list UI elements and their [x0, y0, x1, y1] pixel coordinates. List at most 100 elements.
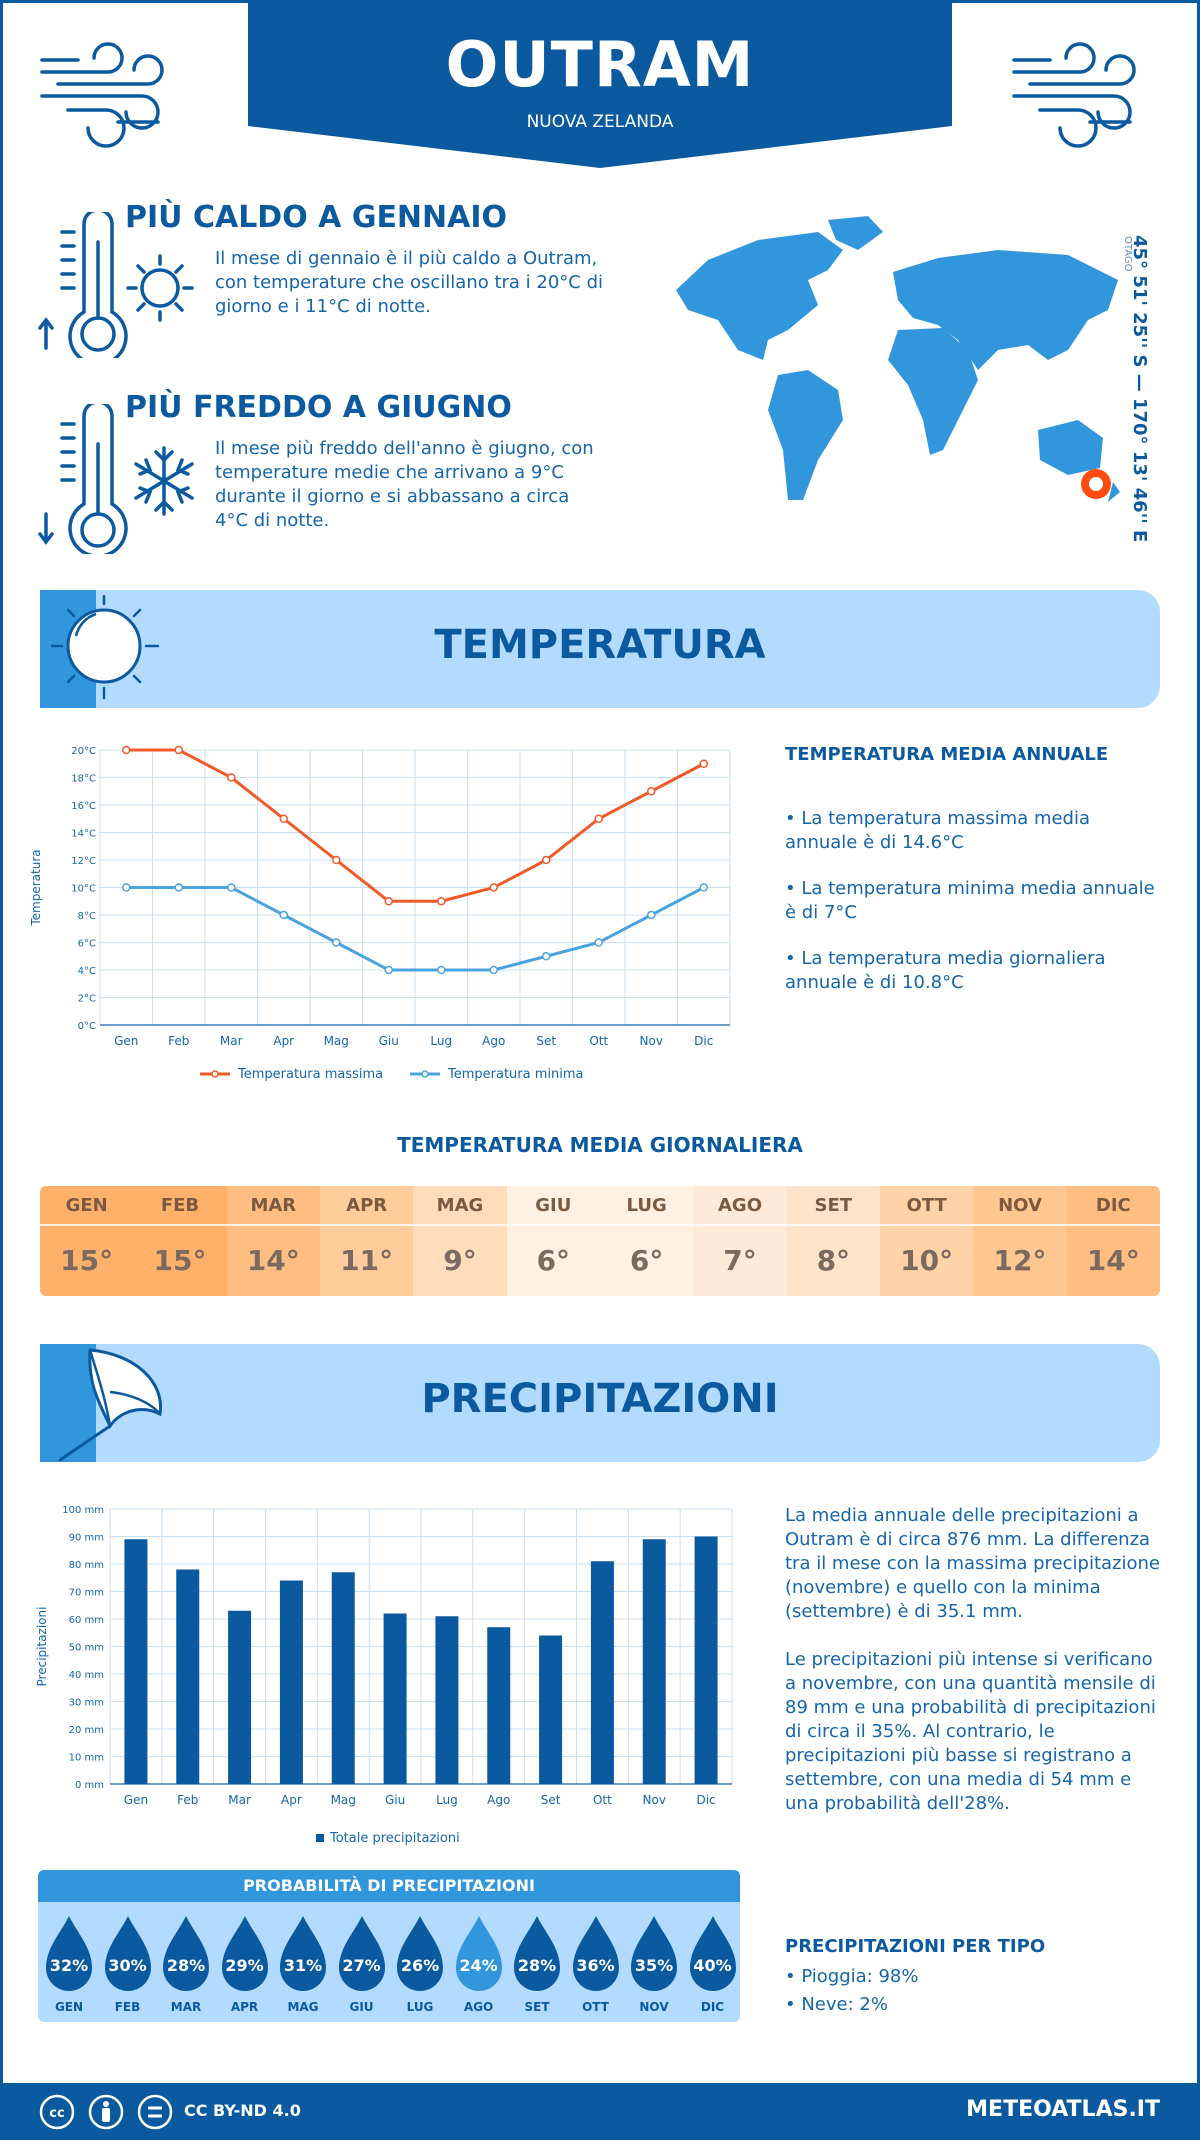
x-tick-label: Set — [536, 1034, 556, 1048]
coldest-fact: PIÙ FREDDO A GIUGNO Il mese più freddo d… — [125, 390, 605, 533]
daily-temp-value: 15° — [60, 1244, 114, 1277]
y-tick-label: 0 mm — [75, 1780, 104, 1791]
daily-temp-month: MAG — [413, 1186, 507, 1226]
probability-drop: 32% GEN — [42, 1914, 96, 2014]
raindrop-icon — [689, 1916, 736, 1991]
hottest-title: PIÙ CALDO A GENNAIO — [125, 200, 508, 235]
daily-temp-value: 14° — [1086, 1244, 1140, 1277]
probability-drop: 28% MAR — [159, 1914, 213, 2014]
annual-max-text: • La temperatura massima media annuale è… — [785, 808, 1091, 853]
precipitation-bar — [642, 1539, 666, 1784]
hottest-fact: PIÙ CALDO A GENNAIO Il mese di gennaio è… — [125, 200, 605, 319]
x-tick-label: Apr — [273, 1034, 294, 1048]
y-tick-label: 16°C — [71, 801, 96, 812]
probability-drop: 26% LUG — [393, 1914, 447, 2014]
wind-icon — [40, 42, 164, 148]
series-line — [126, 748, 705, 903]
daily-temp-month: APR — [320, 1186, 414, 1226]
coordinates: 45° 51' 25'' S — 170° 13' 46'' E — [1129, 235, 1150, 543]
raindrop-icon — [514, 1916, 560, 1991]
precipitation-probability-panel: PROBABILITÀ DI PRECIPITAZIONI 32% GEN 30% F… — [38, 1870, 740, 2022]
attribution-icon — [102, 2101, 110, 2122]
raindrop-icon — [46, 1916, 92, 1991]
precipitation-section-title: PRECIPITAZIONI — [421, 1376, 779, 1422]
daily-temp-cell: NOV 12° — [973, 1186, 1067, 1296]
probability-value: 29% — [225, 1956, 264, 1975]
data-point — [699, 759, 708, 768]
country-subtitle: NUOVA ZELANDA — [526, 112, 674, 132]
daily-temp-cell: LUG 6° — [600, 1186, 694, 1296]
probability-month: GIU — [349, 2000, 374, 2014]
license-icons — [39, 2094, 173, 2130]
raindrop-icon — [221, 1916, 268, 1991]
data-point — [699, 883, 708, 892]
x-tick-label: Giu — [379, 1034, 399, 1048]
daily-temp-month: OTT — [880, 1186, 974, 1226]
x-tick-label: Mar — [220, 1034, 243, 1048]
y-tick-label: 60 mm — [69, 1615, 104, 1626]
legend-swatch — [316, 1834, 324, 1842]
daily-temp-cell: MAR 14° — [226, 1186, 320, 1296]
y-tick-label: 10 mm — [69, 1753, 104, 1764]
x-tick-label: Feb — [168, 1034, 189, 1048]
x-tick-label: Feb — [177, 1793, 198, 1807]
data-point — [174, 745, 183, 755]
y-tick-label: 8°C — [78, 911, 96, 922]
raindrop-icon — [455, 1916, 502, 1991]
rain-share: • Pioggia: 98% — [785, 1966, 919, 1987]
daily-temp-month: GEN — [40, 1186, 134, 1226]
probability-drop: 40% DIC — [686, 1914, 740, 2014]
data-point — [489, 883, 498, 892]
x-tick-label: Mag — [331, 1793, 356, 1807]
data-point — [594, 938, 603, 947]
y-axis-label: Temperatura — [30, 849, 43, 926]
daily-temp-value: 10° — [900, 1244, 954, 1277]
probability-value: 36% — [576, 1956, 615, 1975]
temperature-annual-title: TEMPERATURA MEDIA ANNUALE — [785, 744, 1109, 765]
daily-temp-value: 6° — [629, 1244, 664, 1277]
world-map — [676, 216, 1120, 502]
data-point — [122, 745, 131, 755]
probability-month: MAR — [170, 2000, 202, 2014]
daily-temp-value: 6° — [536, 1244, 571, 1277]
legend-label: Temperatura massima — [237, 1067, 383, 1082]
temperature-section-title: TEMPERATURA — [434, 622, 766, 668]
probability-month: AGO — [463, 2000, 494, 2014]
temperature-section-header: TEMPERATURA — [40, 590, 1160, 708]
annual-mean-text: • La temperatura media giornaliera annua… — [785, 948, 1106, 993]
daily-temp-month: LUG — [600, 1186, 694, 1226]
data-point — [122, 883, 131, 892]
probability-value: 30% — [108, 1956, 147, 1975]
data-point — [594, 814, 603, 823]
daily-temp-cell: FEB 15° — [133, 1186, 227, 1296]
raindrop-icon — [397, 1916, 443, 1991]
y-tick-label: 12°C — [71, 856, 96, 867]
x-tick-label: Lug — [436, 1793, 458, 1807]
daily-temp-cell: SET 8° — [786, 1186, 880, 1296]
legend-label: Totale precipitazioni — [329, 1831, 460, 1846]
y-tick-label: 4°C — [78, 966, 96, 977]
x-tick-label: Mar — [228, 1793, 251, 1807]
precipitation-bar — [228, 1610, 252, 1784]
x-tick-label: Apr — [281, 1793, 302, 1807]
data-point — [647, 787, 656, 796]
daily-temp-month: NOV — [973, 1186, 1067, 1226]
precipitation-bar — [539, 1635, 563, 1784]
data-point — [437, 897, 446, 906]
data-point — [227, 773, 236, 782]
daily-temp-cell: MAG 9° — [413, 1186, 507, 1296]
precipitation-bar — [124, 1539, 148, 1784]
y-tick-label: 2°C — [78, 994, 96, 1005]
data-point — [384, 965, 393, 975]
probability-drop: 27% GIU — [335, 1914, 389, 2014]
y-tick-label: 90 mm — [69, 1533, 104, 1544]
daily-temp-cell: OTT 10° — [880, 1186, 974, 1296]
x-tick-label: Nov — [643, 1793, 666, 1807]
site-link[interactable]: METEOATLAS.IT — [966, 2097, 1160, 2122]
probability-value: 35% — [634, 1956, 674, 1975]
thermometer-hot-icon — [38, 212, 194, 358]
precipitation-type-panel: PRECIPITAZIONI PER TIPO • Pioggia: 98% •… — [785, 1936, 1155, 2017]
license-label: CC BY-ND 4.0 — [184, 2101, 301, 2120]
probability-month: NOV — [639, 2000, 669, 2014]
daily-temp-cell: DIC 14° — [1066, 1186, 1160, 1296]
